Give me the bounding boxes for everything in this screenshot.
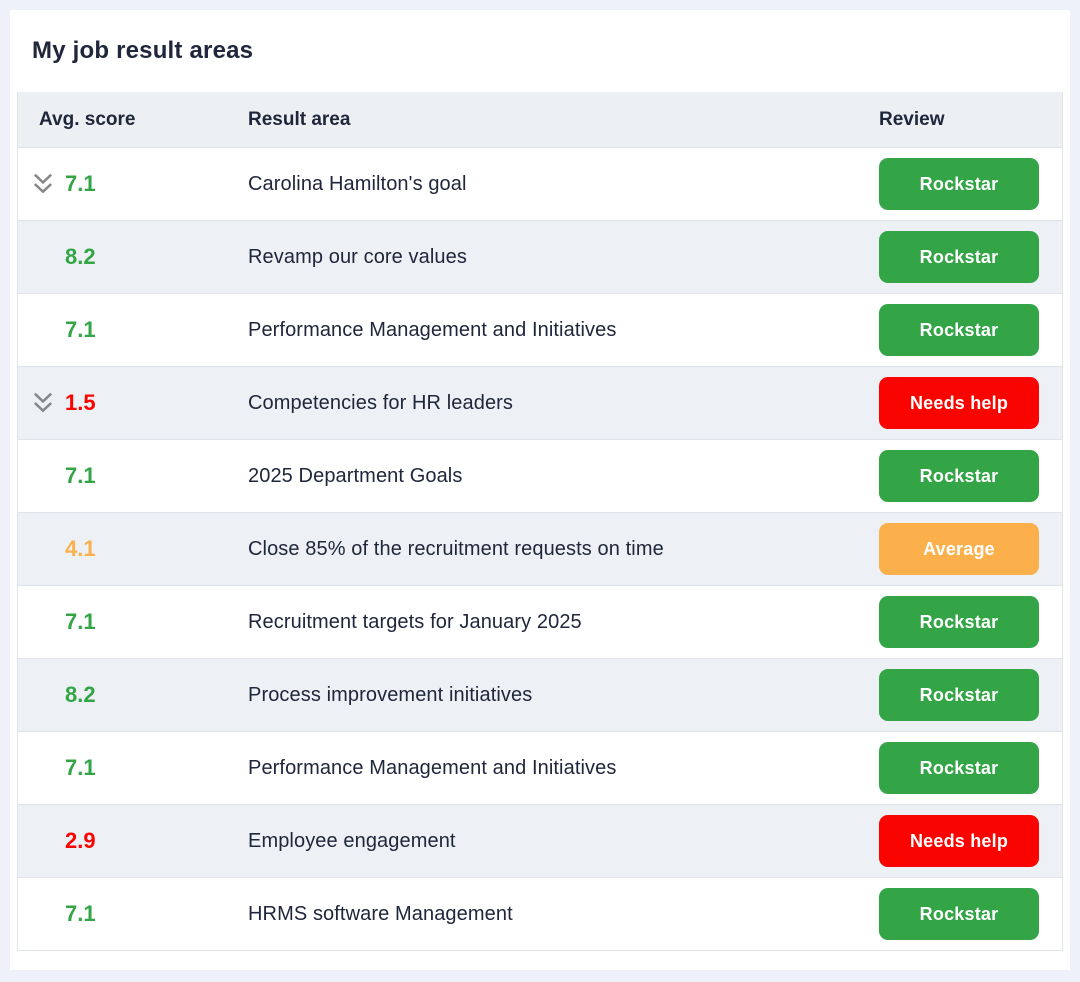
column-header-avg-score: Avg. score: [39, 108, 136, 130]
avg-score-cell: 7.1: [18, 317, 248, 343]
column-header-result-area: Result area: [248, 108, 351, 130]
score-value: 7.1: [65, 755, 96, 780]
score-value: 7.1: [65, 463, 96, 488]
result-area-label: Process improvement initiatives: [248, 683, 533, 706]
expand-chevron-icon[interactable]: [31, 390, 55, 416]
table-row: 4.1 Close 85% of the recruitment request…: [18, 512, 1062, 585]
expand-chevron-icon[interactable]: [31, 171, 55, 197]
result-area-label: HRMS software Management: [248, 902, 513, 925]
table-body: 7.1 Carolina Hamilton's goal Rockstar 8.…: [18, 147, 1062, 950]
avg-score-cell: 8.2: [18, 682, 248, 708]
table-row: 8.2 Process improvement initiatives Rock…: [18, 658, 1062, 731]
table-row: 7.1 HRMS software Management Rockstar: [18, 877, 1062, 950]
result-area-label: Revamp our core values: [248, 245, 467, 268]
review-badge[interactable]: Rockstar: [879, 158, 1039, 210]
job-result-areas-card: My job result areas Avg. score Result ar…: [10, 10, 1070, 970]
table-row: 7.1 Carolina Hamilton's goal Rockstar: [18, 147, 1062, 220]
review-cell: Rockstar: [879, 304, 1062, 356]
review-cell: Average: [879, 523, 1062, 575]
avg-score-cell: 7.1: [18, 463, 248, 489]
score-value: 1.5: [65, 390, 96, 415]
score-value: 2.9: [65, 828, 96, 853]
score-value: 8.2: [65, 244, 96, 269]
score-value: 7.1: [65, 317, 96, 342]
review-badge[interactable]: Needs help: [879, 815, 1039, 867]
review-badge[interactable]: Rockstar: [879, 231, 1039, 283]
review-badge[interactable]: Needs help: [879, 377, 1039, 429]
table-row: 2.9 Employee engagement Needs help: [18, 804, 1062, 877]
result-area-label: Carolina Hamilton's goal: [248, 172, 467, 195]
column-header-review: Review: [879, 108, 945, 130]
review-badge[interactable]: Rockstar: [879, 888, 1039, 940]
review-cell: Rockstar: [879, 158, 1062, 210]
result-area-label: Close 85% of the recruitment requests on…: [248, 537, 664, 560]
review-badge[interactable]: Average: [879, 523, 1039, 575]
avg-score-cell: 1.5: [18, 390, 248, 416]
review-badge[interactable]: Rockstar: [879, 742, 1039, 794]
table-row: 7.1 Performance Management and Initiativ…: [18, 293, 1062, 366]
review-badge[interactable]: Rockstar: [879, 304, 1039, 356]
score-value: 4.1: [65, 536, 96, 561]
review-cell: Rockstar: [879, 450, 1062, 502]
job-result-areas-table: Avg. score Result area Review 7.1 Caroli…: [17, 92, 1063, 951]
review-badge[interactable]: Rockstar: [879, 596, 1039, 648]
result-area-label: Recruitment targets for January 2025: [248, 610, 582, 633]
review-cell: Rockstar: [879, 742, 1062, 794]
page-title: My job result areas: [32, 37, 254, 64]
table-header: Avg. score Result area Review: [18, 92, 1062, 147]
table-row: 8.2 Revamp our core values Rockstar: [18, 220, 1062, 293]
avg-score-cell: 4.1: [18, 536, 248, 562]
table-row: 7.1 Performance Management and Initiativ…: [18, 731, 1062, 804]
review-badge[interactable]: Rockstar: [879, 669, 1039, 721]
avg-score-cell: 7.1: [18, 755, 248, 781]
avg-score-cell: 2.9: [18, 828, 248, 854]
review-cell: Rockstar: [879, 596, 1062, 648]
review-cell: Rockstar: [879, 669, 1062, 721]
table-row: 1.5 Competencies for HR leaders Needs he…: [18, 366, 1062, 439]
review-cell: Needs help: [879, 377, 1062, 429]
table-row: 7.1 Recruitment targets for January 2025…: [18, 585, 1062, 658]
avg-score-cell: 7.1: [18, 171, 248, 197]
review-cell: Rockstar: [879, 888, 1062, 940]
review-badge[interactable]: Rockstar: [879, 450, 1039, 502]
review-cell: Rockstar: [879, 231, 1062, 283]
table-row: 7.1 2025 Department Goals Rockstar: [18, 439, 1062, 512]
avg-score-cell: 7.1: [18, 901, 248, 927]
score-value: 7.1: [65, 901, 96, 926]
result-area-label: Competencies for HR leaders: [248, 391, 514, 414]
avg-score-cell: 8.2: [18, 244, 248, 270]
score-value: 8.2: [65, 682, 96, 707]
result-area-label: Performance Management and Initiatives: [248, 756, 617, 779]
result-area-label: Employee engagement: [248, 829, 456, 852]
result-area-label: 2025 Department Goals: [248, 464, 463, 487]
score-value: 7.1: [65, 609, 96, 634]
result-area-label: Performance Management and Initiatives: [248, 318, 617, 341]
score-value: 7.1: [65, 171, 96, 196]
review-cell: Needs help: [879, 815, 1062, 867]
avg-score-cell: 7.1: [18, 609, 248, 635]
